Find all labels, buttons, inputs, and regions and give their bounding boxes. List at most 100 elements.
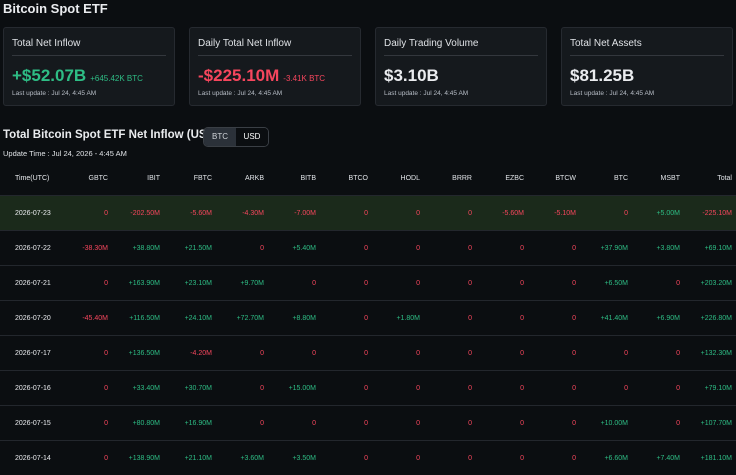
flow-cell: 0 — [476, 231, 528, 266]
flow-cell: 0 — [476, 441, 528, 475]
flow-cell: 0 — [60, 441, 112, 475]
flow-cell: 0 — [424, 406, 476, 441]
card-value-text: +$52.07B — [12, 66, 86, 85]
flow-cell: +21.50M — [164, 231, 216, 266]
flow-cell: 0 — [528, 266, 580, 301]
card-update: Last update : Jul 24, 4:45 AM — [198, 90, 282, 97]
flow-cell: +16.90M — [164, 406, 216, 441]
toggle-option[interactable]: USD — [236, 128, 268, 146]
flow-cell: 0 — [632, 371, 684, 406]
flow-cell: +23.10M — [164, 266, 216, 301]
card-title: Total Net Inflow — [12, 38, 80, 49]
toggle-option[interactable]: BTC — [204, 128, 236, 146]
flow-cell: +7.40M — [632, 441, 684, 475]
flow-cell: 0 — [372, 196, 424, 231]
page: Bitcoin Spot ETF Total Net Inflow +$52.07… — [0, 0, 736, 450]
flow-cell: 0 — [216, 231, 268, 266]
flow-cell: +8.80M — [268, 301, 320, 336]
flow-cell: +6.50M — [580, 266, 632, 301]
flow-cell: 0 — [424, 371, 476, 406]
flow-cell: +163.90M — [112, 266, 164, 301]
summary-cards: Total Net Inflow +$52.07B +645.42K BTC Last… — [3, 27, 736, 108]
date-cell: 2026-07-22 — [0, 231, 60, 266]
card-sub-value: +645.42K BTC — [90, 74, 143, 83]
flow-cell: +5.40M — [268, 231, 320, 266]
column-header: FBTC — [164, 162, 216, 196]
flow-cell: 0 — [476, 336, 528, 371]
flow-cell: +132.30M — [684, 336, 736, 371]
flow-cell: +203.20M — [684, 266, 736, 301]
column-header: IBIT — [112, 162, 164, 196]
flow-cell: 0 — [528, 441, 580, 475]
card-value-text: $3.10B — [384, 66, 439, 85]
flow-cell: 0 — [424, 336, 476, 371]
card-title: Daily Trading Volume — [384, 38, 479, 49]
flow-cell: -38.30M — [60, 231, 112, 266]
flow-cell: +3.60M — [216, 441, 268, 475]
summary-card: Daily Total Net Inflow-$225.10M-3.41K BT… — [189, 27, 361, 106]
flow-cell: 0 — [424, 301, 476, 336]
section-title: Total Bitcoin Spot ETF Net Inflow (USD) — [3, 129, 219, 141]
flow-cell: 0 — [268, 266, 320, 301]
card-value: -$225.10M-3.41K BTC — [198, 66, 325, 86]
flow-cell: +69.10M — [684, 231, 736, 266]
flow-cell: 0 — [476, 266, 528, 301]
flow-cell: +41.40M — [580, 301, 632, 336]
flow-cell: +6.90M — [632, 301, 684, 336]
flow-cell: 0 — [580, 371, 632, 406]
date-cell: 2026-07-23 — [0, 196, 60, 231]
flow-cell: 0 — [632, 406, 684, 441]
flow-cell: 0 — [476, 371, 528, 406]
flow-cell: 0 — [372, 231, 424, 266]
flow-cell: +136.50M — [112, 336, 164, 371]
table-row: 2026-07-20-45.40M+116.50M+24.10M+72.70M+… — [0, 301, 736, 336]
card-value: +$52.07B +645.42K BTC — [12, 66, 143, 86]
date-cell: 2026-07-17 — [0, 336, 60, 371]
card-value: $3.10B — [384, 66, 439, 86]
date-cell: 2026-07-16 — [0, 371, 60, 406]
flow-cell: 0 — [320, 406, 372, 441]
flow-cell: 0 — [216, 371, 268, 406]
column-header: ARKB — [216, 162, 268, 196]
column-header: BTCW — [528, 162, 580, 196]
flow-cell: 0 — [528, 231, 580, 266]
card-value-text: -$225.10M — [198, 66, 279, 85]
flow-cell: +72.70M — [216, 301, 268, 336]
page-title: Bitcoin Spot ETF — [3, 1, 108, 16]
flow-cell: 0 — [424, 196, 476, 231]
date-cell: 2026-07-14 — [0, 441, 60, 475]
flow-cell: -4.20M — [164, 336, 216, 371]
flow-cell: 0 — [528, 371, 580, 406]
flow-cell: 0 — [580, 196, 632, 231]
flow-cell: -202.50M — [112, 196, 164, 231]
flow-cell: 0 — [476, 406, 528, 441]
flow-cell: -5.60M — [476, 196, 528, 231]
column-header: MSBT — [632, 162, 684, 196]
card-divider — [384, 55, 538, 56]
flow-cell: +24.10M — [164, 301, 216, 336]
flow-cell: 0 — [372, 371, 424, 406]
flow-cell: 0 — [60, 406, 112, 441]
card-update: Last update : Jul 24, 4:45 AM — [570, 90, 654, 97]
flow-cell: -225.10M — [684, 196, 736, 231]
flow-cell: +9.70M — [216, 266, 268, 301]
flow-cell: 0 — [320, 301, 372, 336]
flow-cell: 0 — [216, 336, 268, 371]
card-divider — [570, 55, 724, 56]
column-header: Time(UTC) — [0, 162, 60, 196]
flow-cell: +116.50M — [112, 301, 164, 336]
flow-cell: 0 — [320, 336, 372, 371]
flow-cell: +33.40M — [112, 371, 164, 406]
flow-cell: +107.70M — [684, 406, 736, 441]
flow-cell: +1.80M — [372, 301, 424, 336]
column-header: Total — [684, 162, 736, 196]
